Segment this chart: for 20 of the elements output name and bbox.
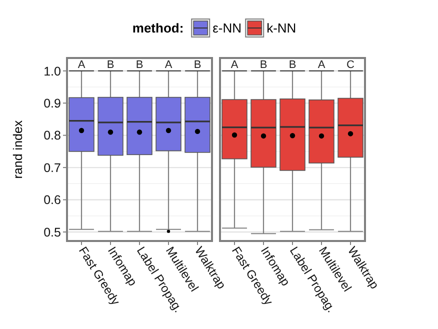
legend-label: k-NN [266, 20, 296, 36]
legend-label: ε-NN [212, 20, 242, 36]
annotation: B [194, 58, 202, 71]
y-axis-title: rand index [11, 120, 25, 179]
y-tick-label: 0.8 [44, 128, 62, 143]
annotation: B [260, 58, 268, 71]
annotation: A [230, 58, 239, 71]
y-tick-label: 0.6 [44, 193, 62, 208]
annotation: B [288, 58, 296, 71]
legend-title: method: [132, 20, 184, 36]
annotation: C [346, 58, 355, 71]
annotation: B [106, 58, 114, 71]
y-tick-label: 0.7 [44, 160, 62, 175]
y-tick-label: 0.9 [44, 96, 62, 110]
annotation: A [318, 58, 326, 71]
annotation: A [164, 58, 173, 71]
annotation: B [136, 58, 144, 71]
y-tick-label: 0.5 [44, 225, 62, 240]
annotation: A [78, 58, 86, 71]
y-tick-label: 1.0 [44, 64, 62, 78]
